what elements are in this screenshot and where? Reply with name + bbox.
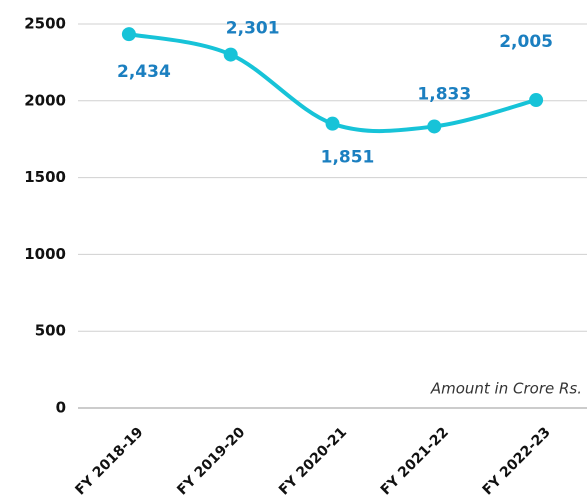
- value-label: 2,005: [499, 32, 553, 52]
- point: [427, 119, 442, 134]
- point: [325, 116, 340, 131]
- x-tick-label: FY 2018-19: [72, 424, 146, 498]
- y-tick-label: 2000: [24, 91, 66, 109]
- y-tick-label: 2500: [24, 15, 66, 33]
- line: [128, 32, 537, 134]
- point: [529, 93, 544, 108]
- point: [121, 27, 136, 42]
- value-label: 2,434: [117, 62, 171, 82]
- annotation: Amount in Crore Rs.: [430, 380, 582, 398]
- y-tick-label: 0: [56, 399, 66, 417]
- x-tick-label: FY 2020-21: [276, 424, 350, 498]
- x-tick-label: FY 2019-20: [174, 424, 248, 498]
- value-label: 2,301: [226, 19, 280, 39]
- x-tick-label: FY 2022-23: [480, 424, 554, 498]
- y-tick-label: 1000: [24, 245, 66, 263]
- y-tick-label: 1500: [24, 168, 66, 186]
- point: [223, 47, 238, 62]
- value-label: 1,833: [417, 84, 471, 104]
- y-tick-label: 500: [35, 322, 66, 340]
- x-tick-label: FY 2021-22: [378, 424, 452, 498]
- value-label: 1,851: [321, 148, 375, 168]
